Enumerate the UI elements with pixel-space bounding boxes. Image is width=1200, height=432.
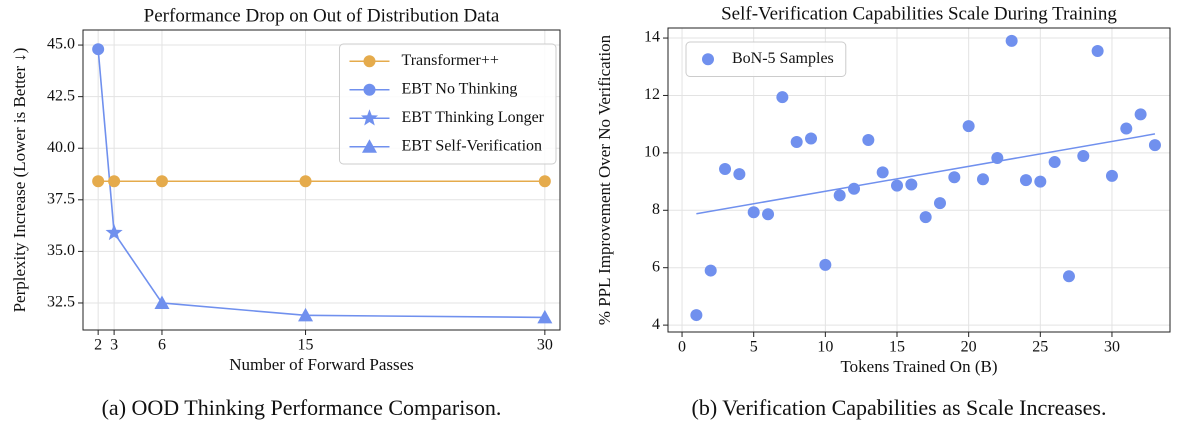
scatter-point bbox=[747, 206, 760, 219]
x-tick-label: 25 bbox=[1032, 339, 1048, 356]
y-tick-label: 35.0 bbox=[47, 242, 75, 259]
scatter-point bbox=[891, 179, 904, 192]
legend-label: EBT Self-Verification bbox=[401, 137, 542, 154]
point bbox=[299, 175, 312, 188]
legend-marker bbox=[363, 55, 376, 68]
legend-box bbox=[685, 41, 847, 77]
point bbox=[538, 175, 551, 188]
x-tick-label: 20 bbox=[961, 339, 977, 356]
x-tick-label: 30 bbox=[1104, 339, 1120, 356]
scatter-point bbox=[1034, 175, 1047, 188]
legend-label: EBT Thinking Longer bbox=[401, 109, 544, 126]
scatter-point bbox=[1005, 34, 1018, 47]
x-tick-label: 2 bbox=[94, 337, 102, 354]
x-tick-label: 0 bbox=[678, 339, 686, 356]
y-tick-label: 40.0 bbox=[47, 139, 75, 156]
scatter-point bbox=[704, 264, 717, 277]
point bbox=[155, 175, 168, 188]
y-tick-label: 12 bbox=[644, 86, 660, 103]
legend-label: EBT No Thinking bbox=[401, 80, 517, 97]
x-axis-label: Number of Forward Passes bbox=[229, 355, 414, 374]
point bbox=[108, 175, 121, 188]
point bbox=[298, 307, 314, 322]
x-tick-label: 5 bbox=[750, 339, 758, 356]
caption: (a) OOD Thinking Performance Comparison. bbox=[102, 395, 502, 420]
x-tick-label: 3 bbox=[110, 337, 118, 354]
legend-label: Transformer++ bbox=[401, 52, 498, 69]
scatter-point bbox=[1134, 108, 1147, 121]
scatter-point bbox=[790, 135, 803, 148]
legend: BoN-5 Samples bbox=[685, 41, 847, 77]
scatter-point bbox=[948, 171, 961, 184]
legend: Transformer++ EBT No Thinking EBT Thinking… bbox=[338, 43, 557, 165]
y-tick-label: 8 bbox=[652, 201, 660, 218]
y-axis-label: Perplexity Increase (Lower is Better ↓) bbox=[10, 48, 29, 313]
x-tick-label: 15 bbox=[298, 337, 314, 354]
y-tick-label: 14 bbox=[644, 29, 660, 46]
scatter-point bbox=[733, 168, 746, 181]
legend-box bbox=[338, 43, 557, 165]
y-tick-label: 42.5 bbox=[47, 87, 75, 104]
trend-line bbox=[696, 133, 1156, 215]
scatter-point bbox=[919, 211, 932, 224]
x-axis-label: Tokens Trained On (B) bbox=[840, 357, 997, 376]
scatter-point bbox=[848, 182, 861, 195]
x-tick-label: 6 bbox=[158, 337, 166, 354]
scatter-point bbox=[805, 132, 818, 145]
chart-title: Self-Verification Capabilities Scale Dur… bbox=[721, 3, 1117, 24]
point bbox=[105, 223, 123, 241]
scatter-point bbox=[1062, 270, 1075, 283]
y-tick-label: 10 bbox=[644, 144, 660, 161]
scatter-point bbox=[1120, 122, 1133, 135]
chart-title: Performance Drop on Out of Distribution … bbox=[144, 5, 500, 26]
scatter-point bbox=[1077, 150, 1090, 163]
caption: (b) Verification Capabilities as Scale I… bbox=[692, 395, 1107, 420]
scatter-point bbox=[833, 189, 846, 202]
scatter-point bbox=[862, 133, 875, 146]
y-tick-label: 32.5 bbox=[47, 294, 75, 311]
y-axis-label: % PPL Improvement Over No Verification bbox=[595, 34, 614, 325]
line-segment bbox=[161, 302, 306, 317]
legend-marker bbox=[363, 83, 376, 96]
point bbox=[92, 43, 105, 56]
scatter-point bbox=[933, 197, 946, 210]
x-tick-label: 10 bbox=[817, 339, 833, 356]
scatter-point bbox=[1019, 174, 1032, 187]
line-segment bbox=[305, 314, 545, 319]
plot-frame bbox=[667, 27, 1171, 333]
x-tick-label: 15 bbox=[889, 339, 905, 356]
y-tick-label: 45.0 bbox=[47, 36, 75, 53]
scatter-point bbox=[819, 258, 832, 271]
scatter-point bbox=[1091, 44, 1104, 57]
scatter-point bbox=[905, 178, 918, 191]
line-segment bbox=[97, 49, 115, 233]
scatter-point bbox=[762, 208, 775, 221]
scatter-point bbox=[1148, 139, 1161, 152]
y-tick-label: 4 bbox=[652, 316, 660, 333]
point bbox=[537, 309, 553, 324]
legend-marker bbox=[702, 53, 714, 66]
scatter-point bbox=[976, 173, 989, 186]
scatter-point bbox=[962, 120, 975, 133]
scatter-point bbox=[1048, 156, 1061, 169]
scatter-point bbox=[1105, 169, 1118, 182]
plot-frame bbox=[82, 29, 561, 331]
x-tick-label: 30 bbox=[537, 337, 553, 354]
y-tick-label: 6 bbox=[652, 258, 660, 275]
legend-marker bbox=[360, 109, 379, 126]
point bbox=[154, 295, 170, 309]
scatter-point bbox=[719, 162, 732, 175]
point bbox=[92, 175, 105, 188]
line-segment bbox=[113, 232, 163, 304]
legend-label: BoN-5 Samples bbox=[732, 50, 834, 67]
scatter-point bbox=[690, 309, 703, 322]
legend-marker bbox=[361, 139, 377, 153]
y-tick-label: 37.5 bbox=[47, 190, 75, 207]
scatter-point bbox=[776, 91, 789, 104]
scatter-point bbox=[876, 166, 889, 179]
